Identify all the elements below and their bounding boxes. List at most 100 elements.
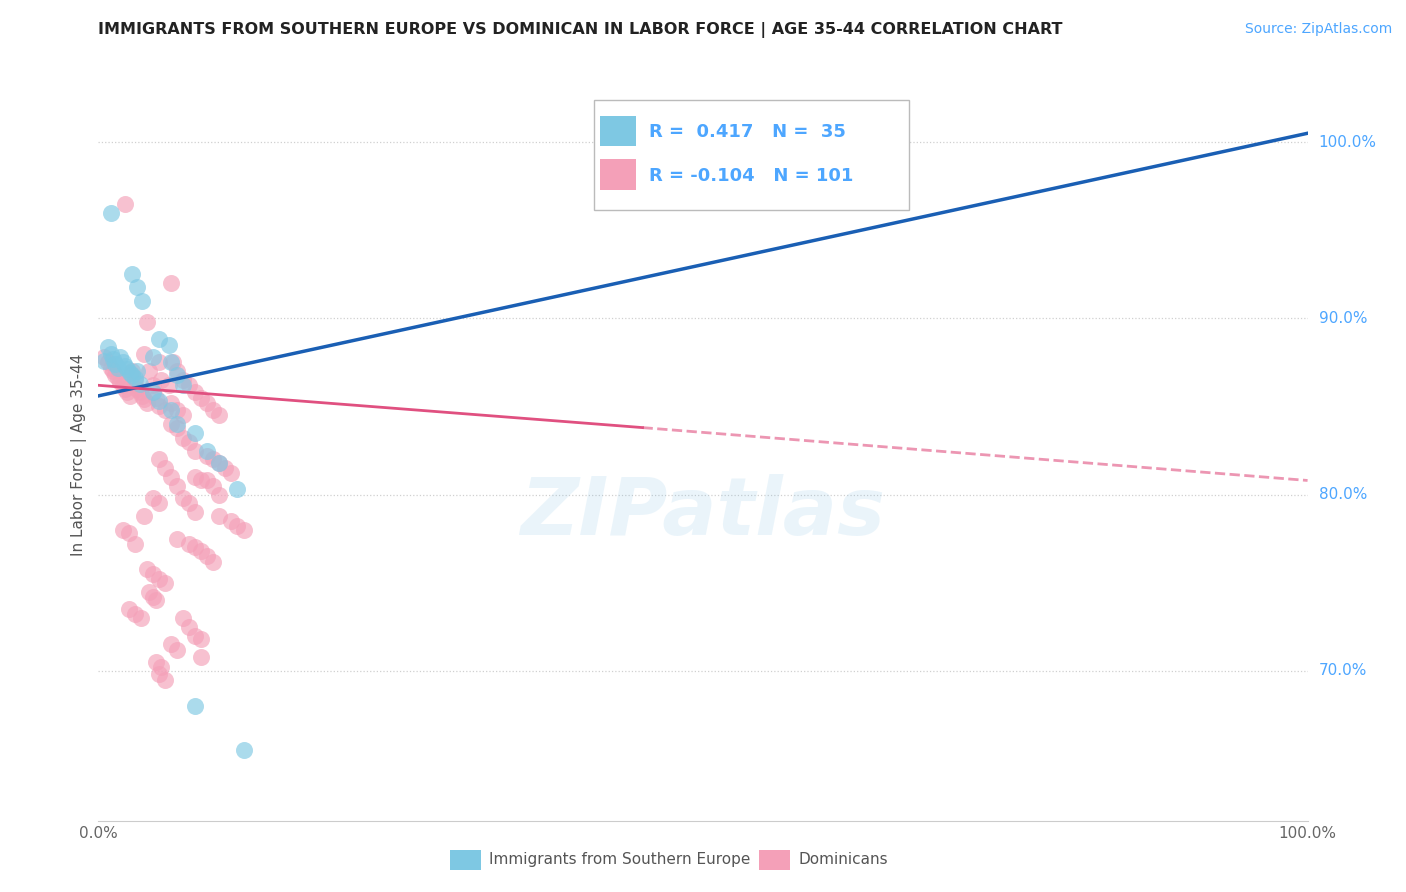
Point xyxy=(190,649,212,664)
Point xyxy=(118,366,141,380)
Point xyxy=(202,555,225,569)
Point xyxy=(135,315,157,329)
Point xyxy=(142,385,165,400)
Y-axis label: In Labor Force | Age 35-44: In Labor Force | Age 35-44 xyxy=(72,354,87,556)
Point xyxy=(145,593,167,607)
Point xyxy=(202,452,225,467)
Point xyxy=(153,403,176,417)
Point xyxy=(107,360,129,375)
Point xyxy=(135,396,157,410)
Point xyxy=(184,425,207,440)
Point xyxy=(166,642,188,657)
Point xyxy=(124,371,146,385)
Point xyxy=(127,279,149,293)
Point xyxy=(100,346,122,360)
Point xyxy=(142,491,165,505)
Point xyxy=(172,431,194,445)
Point xyxy=(153,575,176,590)
Point xyxy=(145,655,167,669)
Point xyxy=(172,491,194,505)
Point xyxy=(160,637,183,651)
Point xyxy=(166,368,188,382)
Point xyxy=(111,378,134,392)
Text: ZIPatlas: ZIPatlas xyxy=(520,475,886,552)
Point xyxy=(195,449,218,463)
Point xyxy=(160,417,183,431)
Point xyxy=(160,276,183,290)
Point xyxy=(184,541,207,555)
Text: R = -0.104   N = 101: R = -0.104 N = 101 xyxy=(648,167,853,185)
Point xyxy=(166,479,188,493)
Point xyxy=(214,461,236,475)
Point xyxy=(190,474,212,488)
Point xyxy=(124,607,146,622)
Point xyxy=(148,572,170,586)
Point xyxy=(153,673,176,687)
Point xyxy=(184,385,207,400)
Point xyxy=(127,382,149,396)
Point xyxy=(221,467,243,481)
Text: 90.0%: 90.0% xyxy=(1319,310,1367,326)
Point xyxy=(208,409,231,423)
Text: Source: ZipAtlas.com: Source: ZipAtlas.com xyxy=(1244,22,1392,37)
Point xyxy=(177,537,201,551)
Point xyxy=(104,368,127,382)
Point xyxy=(160,470,183,484)
Point xyxy=(208,456,231,470)
Point xyxy=(108,375,131,389)
Point xyxy=(177,378,201,392)
Text: 80.0%: 80.0% xyxy=(1319,487,1367,502)
Point xyxy=(162,355,184,369)
Point xyxy=(232,523,254,537)
Point xyxy=(166,532,188,546)
Point xyxy=(190,632,212,646)
Text: 100.0%: 100.0% xyxy=(1319,135,1376,150)
Point xyxy=(148,400,170,414)
Point xyxy=(111,523,134,537)
Point xyxy=(150,660,173,674)
Point xyxy=(128,376,150,391)
Point xyxy=(101,364,124,378)
Text: 70.0%: 70.0% xyxy=(1319,664,1367,678)
Point xyxy=(202,479,225,493)
Point xyxy=(184,470,207,484)
Point xyxy=(142,566,165,581)
Point xyxy=(208,487,231,501)
Point xyxy=(135,561,157,575)
Point xyxy=(148,355,170,369)
Point xyxy=(172,373,194,387)
FancyBboxPatch shape xyxy=(600,116,637,146)
Point xyxy=(166,364,188,378)
FancyBboxPatch shape xyxy=(595,100,908,210)
Point xyxy=(166,420,188,434)
Point xyxy=(93,350,115,364)
Text: Immigrants from Southern Europe: Immigrants from Southern Europe xyxy=(489,853,751,867)
Point xyxy=(184,699,207,714)
Point xyxy=(160,355,183,369)
Point xyxy=(150,373,173,387)
Point xyxy=(121,364,143,378)
Point xyxy=(124,537,146,551)
Point xyxy=(128,385,150,400)
Point xyxy=(195,549,218,564)
Point xyxy=(148,496,170,510)
Point xyxy=(208,456,231,470)
Point xyxy=(121,267,143,281)
Point xyxy=(127,364,149,378)
Point xyxy=(208,508,231,523)
Point xyxy=(93,353,115,368)
Point xyxy=(166,417,188,431)
Point xyxy=(148,333,170,347)
Point xyxy=(148,452,170,467)
Text: Dominicans: Dominicans xyxy=(799,853,889,867)
Point xyxy=(177,620,201,634)
Point xyxy=(107,371,129,385)
Point xyxy=(121,368,143,382)
Point xyxy=(160,403,183,417)
Point xyxy=(114,382,136,396)
Point xyxy=(131,293,153,308)
Point xyxy=(221,514,243,528)
Point xyxy=(184,505,207,519)
Point xyxy=(118,389,141,403)
Point xyxy=(101,351,124,366)
